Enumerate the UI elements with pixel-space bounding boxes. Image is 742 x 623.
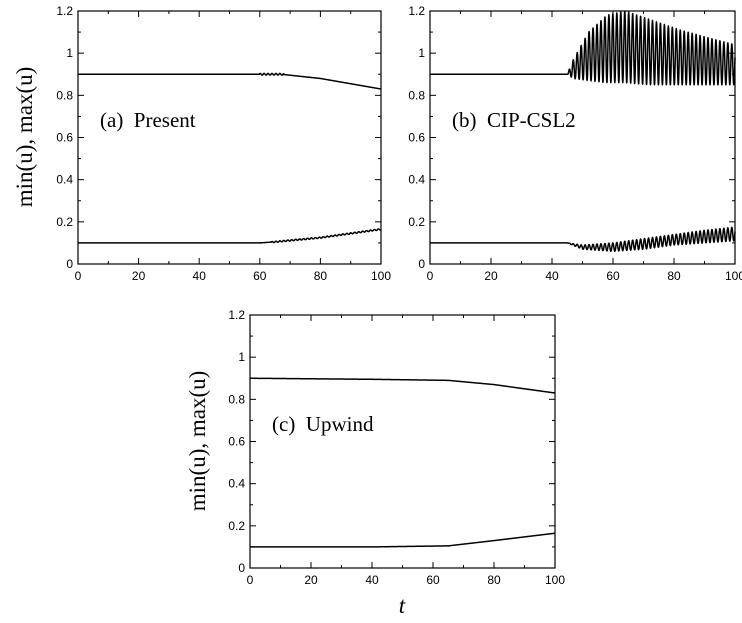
x-tick-label: 20 [132,269,146,283]
y-tick-label: 1.2 [56,4,73,18]
y-tick-label: 0 [418,257,425,271]
y-tick-label: 0.6 [228,435,245,449]
y-tick-label: 0.6 [56,131,73,145]
y-tick-label: 0.2 [228,519,245,533]
panel-c-frame [250,315,555,568]
y-tick-label: 0.4 [56,173,73,187]
x-tick-label: 60 [606,269,620,283]
y-tick-label: 0.6 [408,131,425,145]
panel-a-frame [78,11,381,264]
x-tick-label: 40 [193,269,207,283]
x-tick-label: 80 [667,269,681,283]
y-tick-label: 0 [238,561,245,575]
series-line-max [78,73,381,89]
panel-a-ticks [78,11,381,264]
x-tick-label: 80 [314,269,328,283]
panel-c-ticks [250,315,555,568]
panel-c-label: (c) Upwind [272,412,374,436]
panel-c-tick-labels: 0 20 40 60 80 100 0 0.2 0.4 0.6 0.8 1 1.2 [228,308,565,587]
x-tick-label: 80 [487,573,501,587]
x-tick-label: 40 [365,573,379,587]
y-tick-label: 1 [238,350,245,364]
y-tick-label: 1 [66,46,73,60]
y-tick-label: 1.2 [408,4,425,18]
y-tick-label: 0 [66,257,73,271]
y-tick-label: 0.8 [408,88,425,102]
y-tick-label: 1 [418,46,425,60]
y-tick-label: 0.8 [56,88,73,102]
x-tick-label: 100 [725,269,742,283]
x-tick-label: 0 [75,269,82,283]
series-line-min [250,533,555,547]
y-tick-label: 0.2 [56,215,73,229]
x-tick-label: 100 [545,573,565,587]
series-line-max [250,378,555,393]
panel-a-ylabel: min(u), max(u) [12,67,37,208]
panel-c-ylabel: min(u), max(u) [185,371,210,512]
series-line-min [430,227,735,251]
series-line-min [78,229,381,243]
panel-c-plot [250,378,555,547]
y-tick-label: 0.8 [228,392,245,406]
y-tick-label: 1.2 [228,308,245,322]
panel-a: 0 20 40 60 80 100 0 0.2 0.4 0.6 0.8 1 1.2 (a) Presen… [12,4,391,283]
x-tick-label: 100 [371,269,391,283]
panel-a-tick-labels: 0 20 40 60 80 100 0 0.2 0.4 0.6 0.8 1 1.2 [56,4,391,283]
y-tick-label: 0.4 [228,477,245,491]
x-tick-label: 60 [253,269,267,283]
x-tick-label: 0 [427,269,434,283]
x-tick-label: 20 [484,269,498,283]
y-tick-label: 0.2 [408,215,425,229]
panel-b: 0 20 40 60 80 100 0 0.2 0.4 0.6 0.8 1 1.2 (b) CIP-CS… [408,4,742,283]
x-tick-label: 0 [247,573,254,587]
panel-c-xlabel: t [399,593,406,618]
x-tick-label: 60 [426,573,440,587]
x-tick-label: 20 [304,573,318,587]
x-tick-label: 40 [545,269,559,283]
panel-b-label: (b) CIP-CSL2 [452,108,576,132]
panel-a-label: (a) Present [100,108,196,132]
panel-c: 0 20 40 60 80 100 0 0.2 0.4 0.6 0.8 1 1.2 (c) Upwind… [185,308,565,618]
y-tick-label: 0.4 [408,173,425,187]
series-line-max [430,11,735,85]
panel-a-plot [78,73,381,243]
